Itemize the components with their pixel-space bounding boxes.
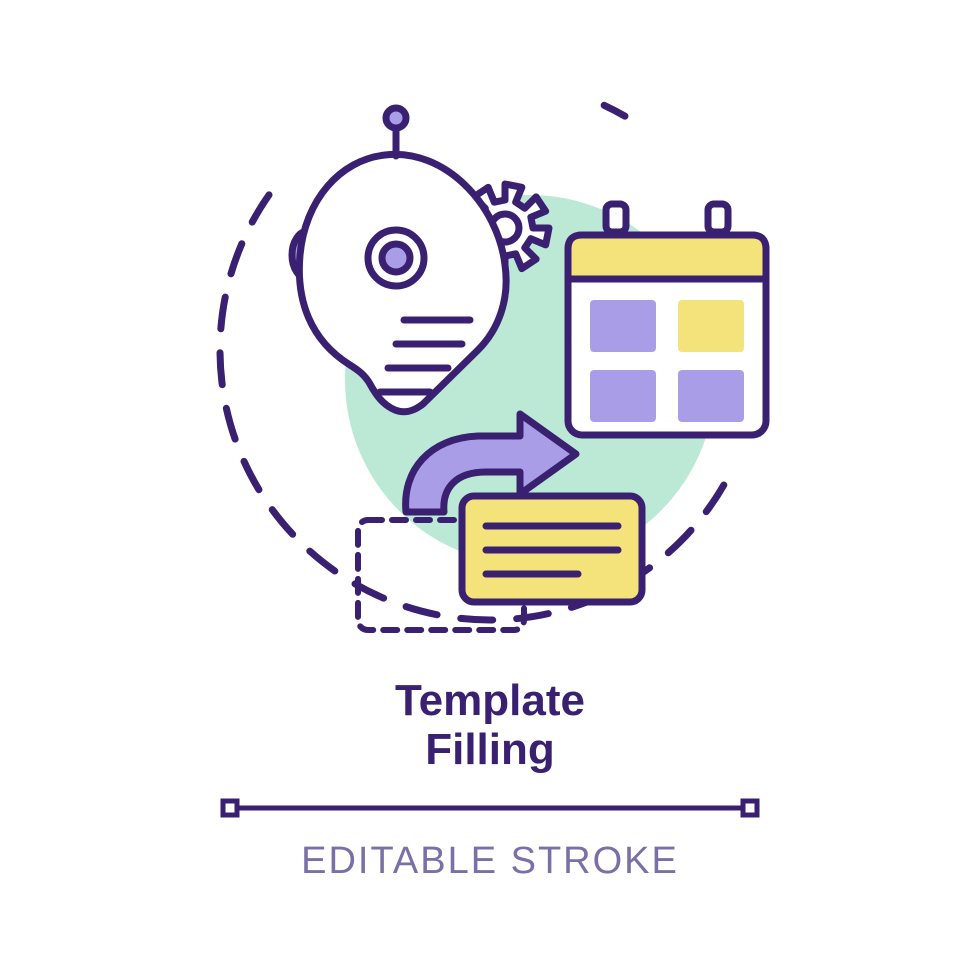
infographic-card: Template Filling EDITABLE STROKE [0, 0, 980, 980]
calendar-icon [568, 204, 766, 435]
title-line-1: Template [395, 676, 585, 725]
content-card-icon [462, 496, 642, 602]
concept-illustration [0, 0, 980, 980]
title-line-2: Filling [425, 725, 555, 774]
editable-stroke-label: EDITABLE STROKE [0, 840, 980, 883]
concept-title: Template Filling [0, 676, 980, 775]
divider [223, 801, 757, 815]
